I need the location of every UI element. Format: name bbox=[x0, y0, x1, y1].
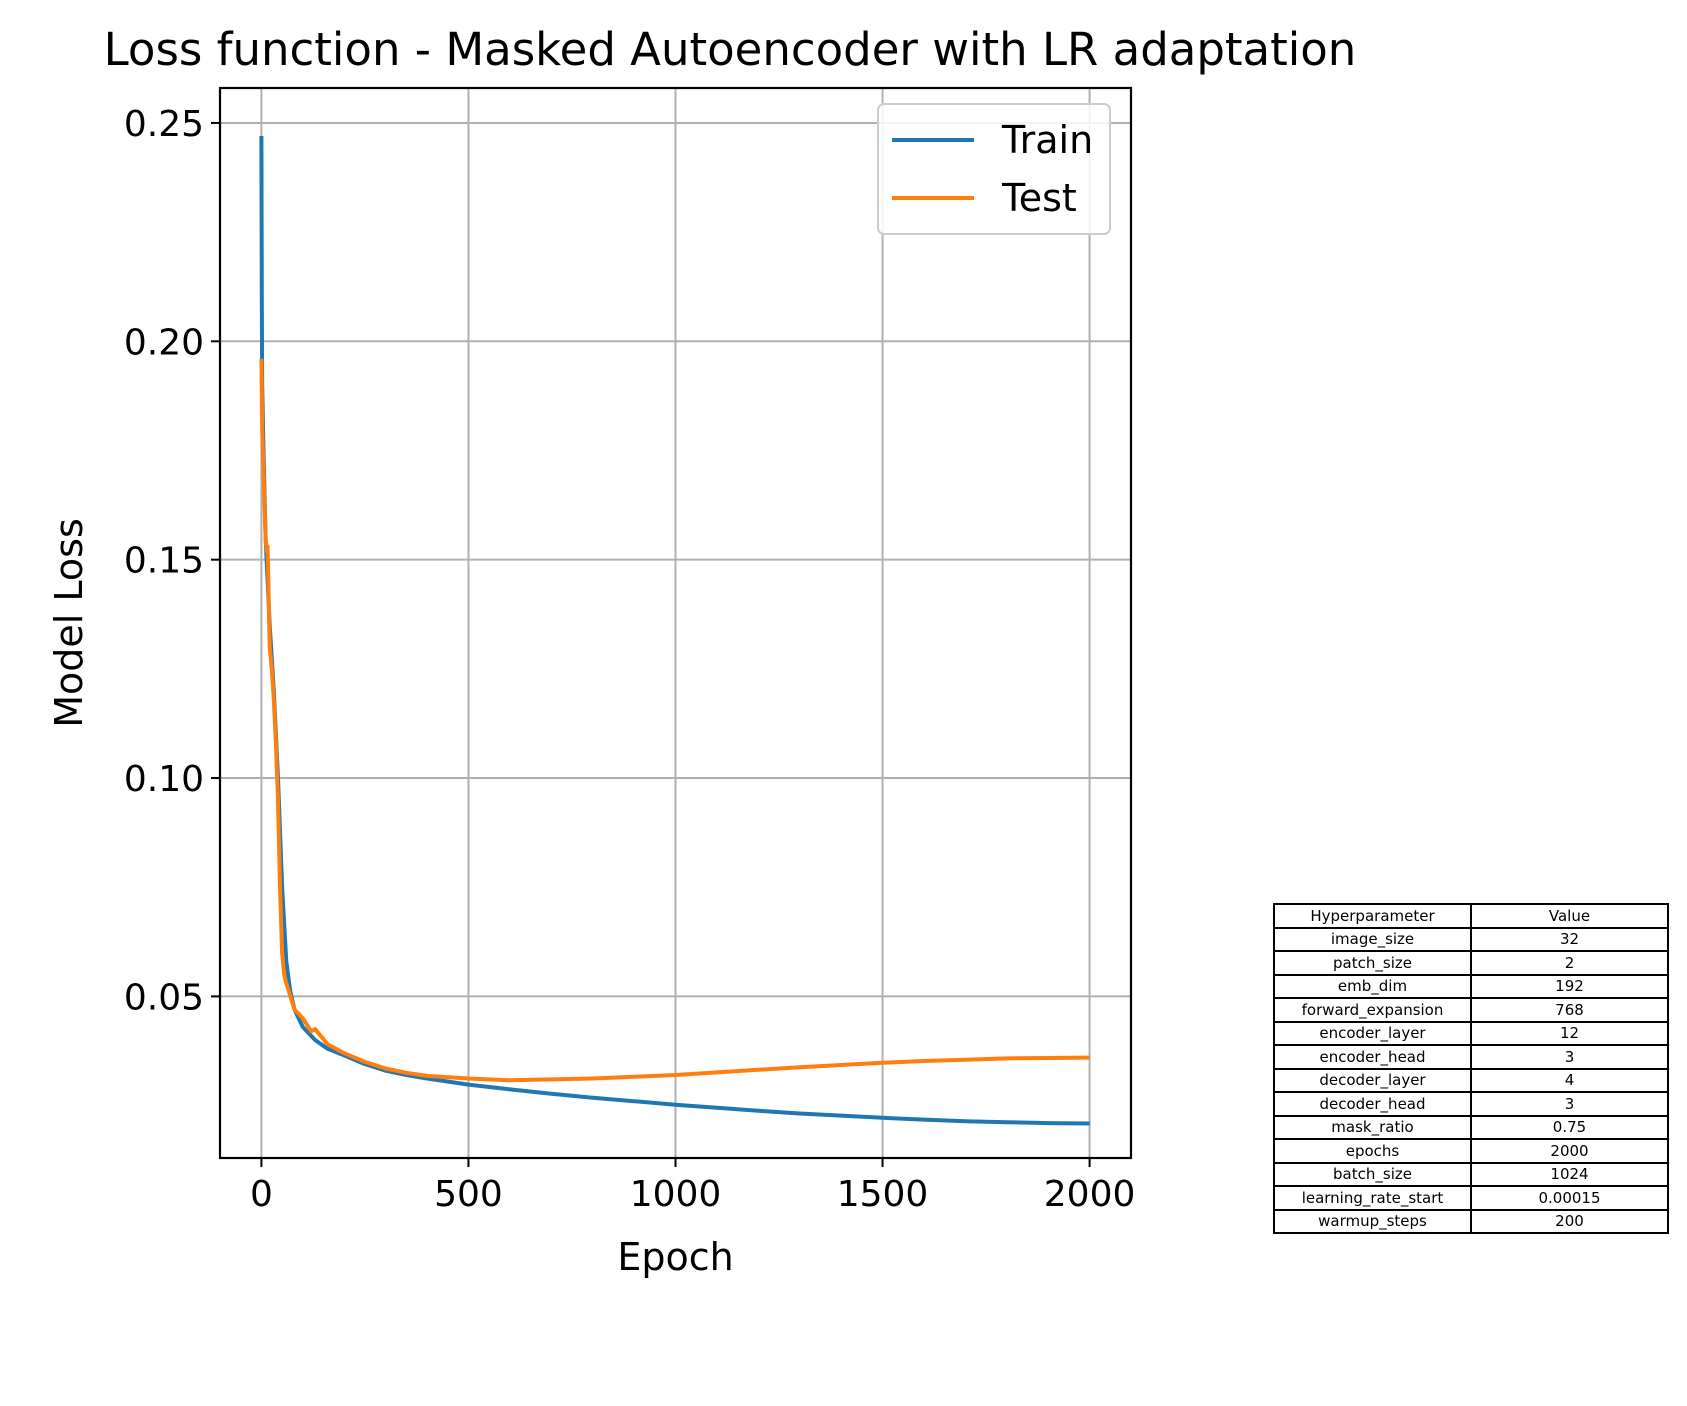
table-header-cell: Hyperparameter bbox=[1273, 903, 1472, 929]
x-tick-label: 500 bbox=[434, 1174, 503, 1215]
x-tick-label: 0 bbox=[250, 1174, 273, 1215]
hyperparameter-name-cell: encoder_layer bbox=[1273, 1020, 1472, 1046]
table-row: learning_rate_start 0.00015 bbox=[1273, 1185, 1669, 1211]
y-tick-label: 0.10 bbox=[124, 759, 204, 800]
hyperparameter-value-cell: 3 bbox=[1470, 1044, 1669, 1070]
hyperparameter-value-cell: 4 bbox=[1470, 1067, 1669, 1093]
table-header-cell: Value bbox=[1470, 903, 1669, 929]
hyperparameter-name-cell: emb_dim bbox=[1273, 973, 1472, 999]
y-tick-label: 0.20 bbox=[124, 322, 204, 363]
table-row: decoder_head 3 bbox=[1273, 1091, 1669, 1117]
hyperparameter-value-cell: 200 bbox=[1470, 1208, 1669, 1234]
legend-label: Test bbox=[1001, 176, 1077, 220]
table-header-row: Hyperparameter Value bbox=[1273, 903, 1669, 929]
hyperparameter-value-cell: 3 bbox=[1470, 1091, 1669, 1117]
hyperparameter-name-cell: image_size bbox=[1273, 926, 1472, 952]
grid-lines bbox=[220, 88, 1131, 1158]
x-tick-label: 2000 bbox=[1044, 1174, 1136, 1215]
table-row: batch_size 1024 bbox=[1273, 1161, 1669, 1187]
table-row: encoder_layer 12 bbox=[1273, 1020, 1669, 1046]
legend-label: Train bbox=[1001, 118, 1093, 162]
hyperparameter-value-cell: 192 bbox=[1470, 973, 1669, 999]
hyperparameter-value-cell: 32 bbox=[1470, 926, 1669, 952]
hyperparameter-value-cell: 12 bbox=[1470, 1020, 1669, 1046]
series-line-test bbox=[259, 358, 1090, 1083]
axis-ticks: 0 500 1000 1500 2000 0.05 0.10 0.15 0.20 0.25 bbox=[124, 104, 1136, 1215]
hyperparameter-name-cell: mask_ratio bbox=[1273, 1114, 1472, 1140]
hyperparameter-value-cell: 0.75 bbox=[1470, 1114, 1669, 1140]
hyperparameter-value-cell: 768 bbox=[1470, 997, 1669, 1023]
table-row: emb_dim 192 bbox=[1273, 973, 1669, 999]
hyperparameter-name-cell: decoder_head bbox=[1273, 1091, 1472, 1117]
series-layer bbox=[259, 135, 1090, 1126]
x-axis-label: Epoch bbox=[617, 1235, 733, 1279]
table-row: epochs 2000 bbox=[1273, 1138, 1669, 1164]
hyperparameter-name-cell: encoder_head bbox=[1273, 1044, 1472, 1070]
table-row: forward_expansion 768 bbox=[1273, 997, 1669, 1023]
hyperparameter-value-cell: 1024 bbox=[1470, 1161, 1669, 1187]
hyperparameter-value-cell: 2000 bbox=[1470, 1138, 1669, 1164]
legend-box bbox=[877, 103, 1111, 235]
hyperparameter-name-cell: decoder_layer bbox=[1273, 1067, 1472, 1093]
hyperparameter-name-cell: patch_size bbox=[1273, 950, 1472, 976]
hyperparameter-value-cell: 2 bbox=[1470, 950, 1669, 976]
x-tick-label: 1000 bbox=[630, 1174, 722, 1215]
y-axis-label: Model Loss bbox=[47, 518, 91, 728]
chart-title: Loss function - Masked Autoencoder with … bbox=[104, 23, 1357, 76]
y-tick-label: 0.05 bbox=[124, 977, 204, 1018]
table-row: encoder_head 3 bbox=[1273, 1044, 1669, 1070]
hyperparameter-table: Hyperparameter Value image_size 32 patch_s… bbox=[1273, 903, 1669, 1234]
hyperparameter-value-cell: 0.00015 bbox=[1470, 1185, 1669, 1211]
hyperparameter-name-cell: forward_expansion bbox=[1273, 997, 1472, 1023]
y-tick-label: 0.15 bbox=[124, 541, 204, 582]
legend: Train Test bbox=[877, 103, 1111, 235]
y-tick-label: 0.25 bbox=[124, 104, 204, 145]
table-row: patch_size 2 bbox=[1273, 950, 1669, 976]
hyperparameter-name-cell: batch_size bbox=[1273, 1161, 1472, 1187]
table-row: warmup_steps 200 bbox=[1273, 1208, 1669, 1234]
hyperparameter-name-cell: warmup_steps bbox=[1273, 1208, 1472, 1234]
x-tick-label: 1500 bbox=[837, 1174, 929, 1215]
table-row: mask_ratio 0.75 bbox=[1273, 1114, 1669, 1140]
hyperparameter-name-cell: epochs bbox=[1273, 1138, 1472, 1164]
hyperparameter-name-cell: learning_rate_start bbox=[1273, 1185, 1472, 1211]
table-row: image_size 32 bbox=[1273, 926, 1669, 952]
table-row: decoder_layer 4 bbox=[1273, 1067, 1669, 1093]
